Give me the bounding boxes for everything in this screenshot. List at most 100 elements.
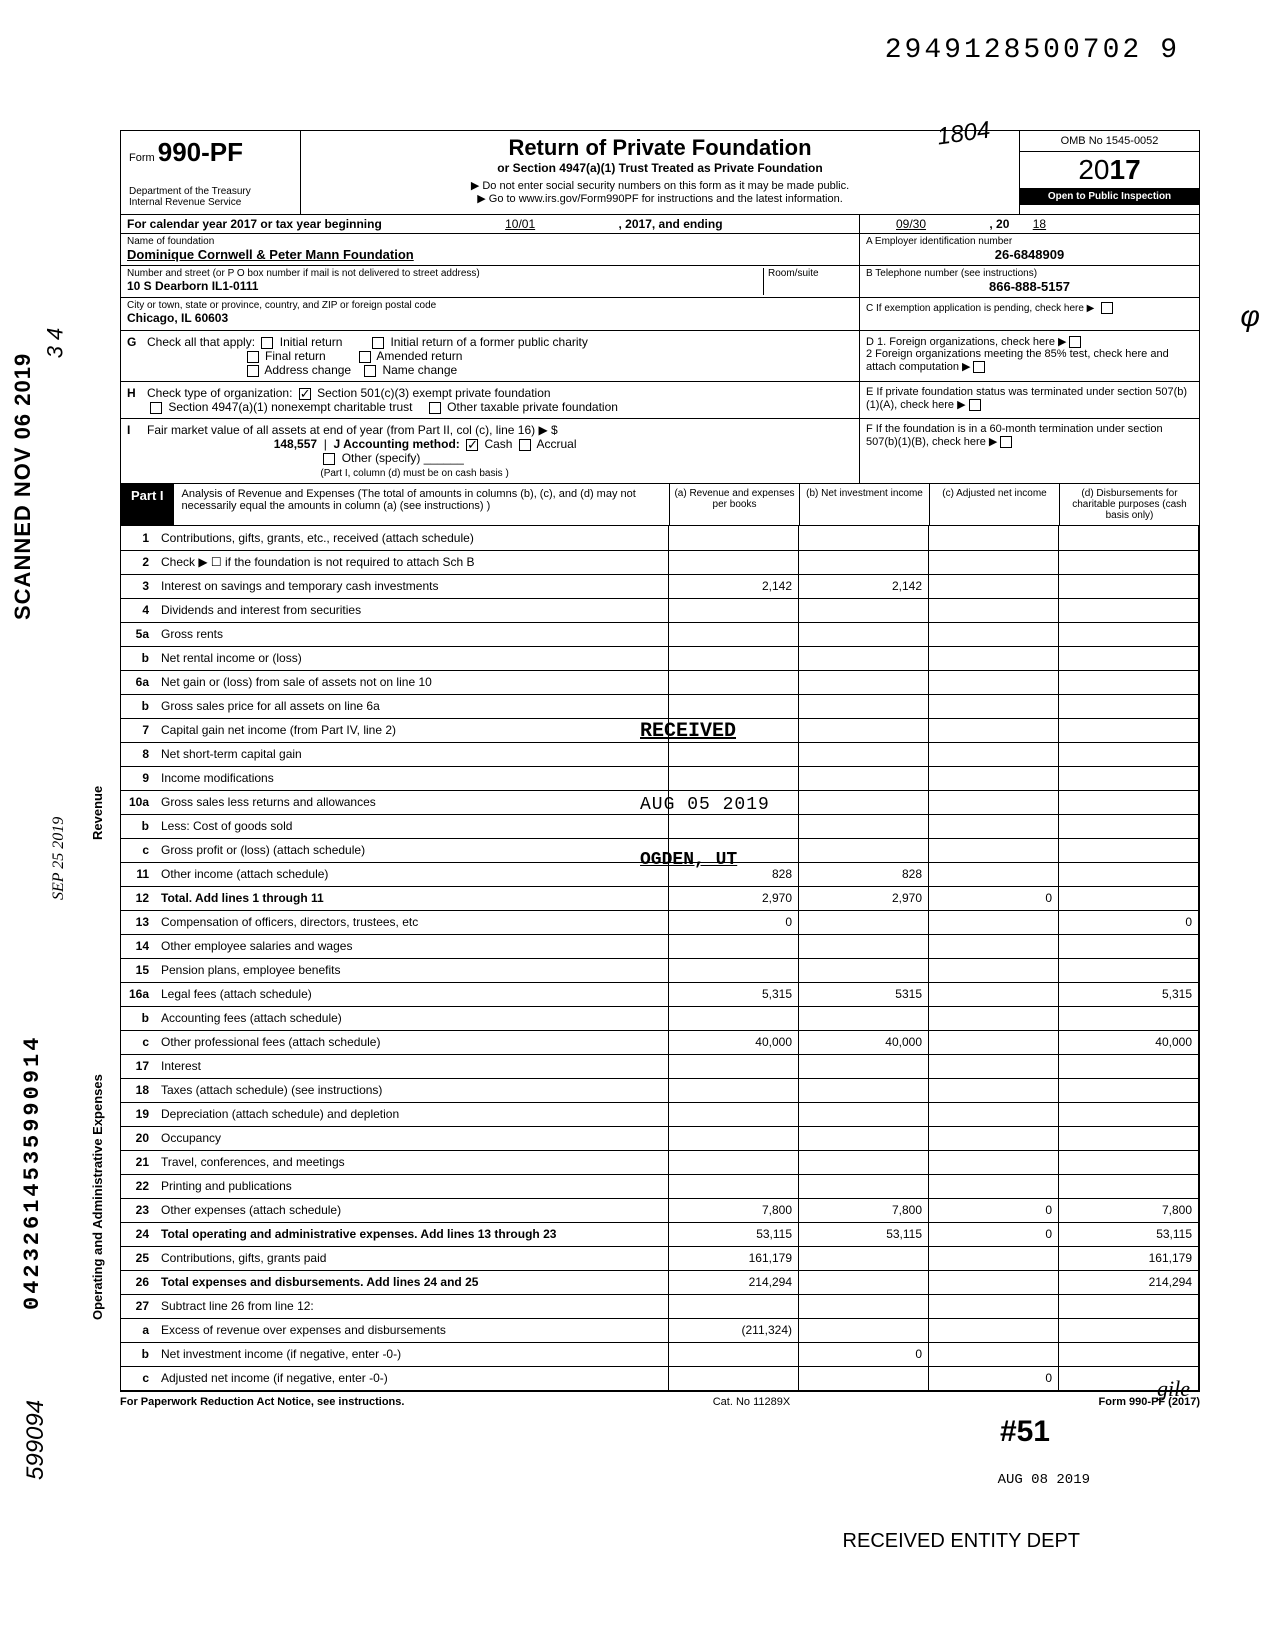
col-b-amount[interactable] bbox=[799, 670, 929, 694]
col-b-amount[interactable] bbox=[799, 814, 929, 838]
col-d-amount[interactable]: 40,000 bbox=[1059, 1030, 1199, 1054]
col-c-amount[interactable] bbox=[929, 958, 1059, 982]
col-c-amount[interactable]: 0 bbox=[929, 1366, 1059, 1390]
initial-return-checkbox[interactable] bbox=[261, 337, 273, 349]
col-c-amount[interactable] bbox=[929, 718, 1059, 742]
col-b-amount[interactable] bbox=[799, 934, 929, 958]
col-d-amount[interactable] bbox=[1059, 934, 1199, 958]
col-c-amount[interactable]: 0 bbox=[929, 886, 1059, 910]
col-d-amount[interactable] bbox=[1059, 622, 1199, 646]
col-d-amount[interactable] bbox=[1059, 838, 1199, 862]
col-a-amount[interactable] bbox=[669, 1078, 799, 1102]
col-c-amount[interactable] bbox=[929, 814, 1059, 838]
col-d-amount[interactable] bbox=[1059, 646, 1199, 670]
col-a-amount[interactable] bbox=[669, 1006, 799, 1030]
col-c-amount[interactable] bbox=[929, 982, 1059, 1006]
col-a-amount[interactable] bbox=[669, 1150, 799, 1174]
col-c-amount[interactable] bbox=[929, 1246, 1059, 1270]
col-c-amount[interactable] bbox=[929, 1342, 1059, 1366]
col-b-amount[interactable] bbox=[799, 1006, 929, 1030]
col-c-amount[interactable] bbox=[929, 646, 1059, 670]
col-c-amount[interactable] bbox=[929, 1102, 1059, 1126]
col-b-amount[interactable]: 7,800 bbox=[799, 1198, 929, 1222]
4947a1-checkbox[interactable] bbox=[150, 402, 162, 414]
col-d-amount[interactable] bbox=[1059, 742, 1199, 766]
col-d-amount[interactable] bbox=[1059, 1006, 1199, 1030]
other-method-checkbox[interactable] bbox=[323, 453, 335, 465]
col-a-amount[interactable] bbox=[669, 1054, 799, 1078]
col-a-amount[interactable] bbox=[669, 1342, 799, 1366]
col-d-amount[interactable] bbox=[1059, 574, 1199, 598]
col-c-amount[interactable] bbox=[929, 1078, 1059, 1102]
col-b-amount[interactable] bbox=[799, 694, 929, 718]
col-b-amount[interactable] bbox=[799, 1318, 929, 1342]
col-a-amount[interactable] bbox=[669, 694, 799, 718]
col-a-amount[interactable]: 0 bbox=[669, 910, 799, 934]
col-a-amount[interactable] bbox=[669, 814, 799, 838]
col-b-amount[interactable]: 5315 bbox=[799, 982, 929, 1006]
col-d-amount[interactable] bbox=[1059, 694, 1199, 718]
col-d-amount[interactable] bbox=[1059, 1318, 1199, 1342]
col-c-amount[interactable] bbox=[929, 622, 1059, 646]
col-a-amount[interactable] bbox=[669, 742, 799, 766]
name-change-checkbox[interactable] bbox=[364, 365, 376, 377]
col-c-amount[interactable] bbox=[929, 862, 1059, 886]
col-d-amount[interactable] bbox=[1059, 1078, 1199, 1102]
col-b-amount[interactable] bbox=[799, 646, 929, 670]
address-field[interactable]: Number and street (or P O box number if … bbox=[121, 266, 859, 298]
former-charity-checkbox[interactable] bbox=[372, 337, 384, 349]
col-d-amount[interactable] bbox=[1059, 670, 1199, 694]
col-d-amount[interactable]: 214,294 bbox=[1059, 1270, 1199, 1294]
col-a-amount[interactable] bbox=[669, 598, 799, 622]
col-b-amount[interactable] bbox=[799, 1294, 929, 1318]
col-a-amount[interactable] bbox=[669, 1294, 799, 1318]
col-b-amount[interactable]: 2,970 bbox=[799, 886, 929, 910]
col-a-amount[interactable] bbox=[669, 766, 799, 790]
col-c-amount[interactable] bbox=[929, 598, 1059, 622]
col-d-amount[interactable]: 5,315 bbox=[1059, 982, 1199, 1006]
col-c-amount[interactable] bbox=[929, 838, 1059, 862]
col-a-amount[interactable]: 7,800 bbox=[669, 1198, 799, 1222]
col-c-amount[interactable] bbox=[929, 526, 1059, 550]
other-taxable-checkbox[interactable] bbox=[429, 402, 441, 414]
col-c-amount[interactable] bbox=[929, 766, 1059, 790]
col-c-amount[interactable] bbox=[929, 910, 1059, 934]
col-d-amount[interactable]: 0 bbox=[1059, 910, 1199, 934]
col-a-amount[interactable] bbox=[669, 526, 799, 550]
col-b-amount[interactable] bbox=[799, 742, 929, 766]
col-b-amount[interactable] bbox=[799, 958, 929, 982]
col-c-amount[interactable] bbox=[929, 574, 1059, 598]
amended-return-checkbox[interactable] bbox=[359, 351, 371, 363]
cash-method-checkbox[interactable] bbox=[466, 439, 478, 451]
col-c-amount[interactable] bbox=[929, 1030, 1059, 1054]
col-c-amount[interactable] bbox=[929, 1006, 1059, 1030]
col-d-amount[interactable] bbox=[1059, 1294, 1199, 1318]
col-a-amount[interactable]: 5,315 bbox=[669, 982, 799, 1006]
col-c-amount[interactable] bbox=[929, 790, 1059, 814]
telephone-field[interactable]: B Telephone number (see instructions) 86… bbox=[860, 266, 1199, 298]
col-d-amount[interactable] bbox=[1059, 1102, 1199, 1126]
col-d-amount[interactable] bbox=[1059, 886, 1199, 910]
col-c-amount[interactable] bbox=[929, 1270, 1059, 1294]
col-d-amount[interactable] bbox=[1059, 1150, 1199, 1174]
col-b-amount[interactable] bbox=[799, 1270, 929, 1294]
col-b-amount[interactable] bbox=[799, 718, 929, 742]
col-d-amount[interactable]: 161,179 bbox=[1059, 1246, 1199, 1270]
col-c-amount[interactable] bbox=[929, 1174, 1059, 1198]
col-d-amount[interactable] bbox=[1059, 718, 1199, 742]
col-c-amount[interactable]: 0 bbox=[929, 1222, 1059, 1246]
col-a-amount[interactable] bbox=[669, 646, 799, 670]
col-b-amount[interactable] bbox=[799, 1126, 929, 1150]
col-c-amount[interactable] bbox=[929, 1054, 1059, 1078]
col-a-amount[interactable]: 2,970 bbox=[669, 886, 799, 910]
col-a-amount[interactable]: 214,294 bbox=[669, 1270, 799, 1294]
col-b-amount[interactable]: 53,115 bbox=[799, 1222, 929, 1246]
col-a-amount[interactable] bbox=[669, 1366, 799, 1390]
col-c-amount[interactable] bbox=[929, 1126, 1059, 1150]
col-b-amount[interactable] bbox=[799, 1102, 929, 1126]
col-d-amount[interactable] bbox=[1059, 1054, 1199, 1078]
col-a-amount[interactable] bbox=[669, 958, 799, 982]
col-a-amount[interactable]: (211,324) bbox=[669, 1318, 799, 1342]
col-d-amount[interactable] bbox=[1059, 598, 1199, 622]
col-b-amount[interactable] bbox=[799, 1054, 929, 1078]
